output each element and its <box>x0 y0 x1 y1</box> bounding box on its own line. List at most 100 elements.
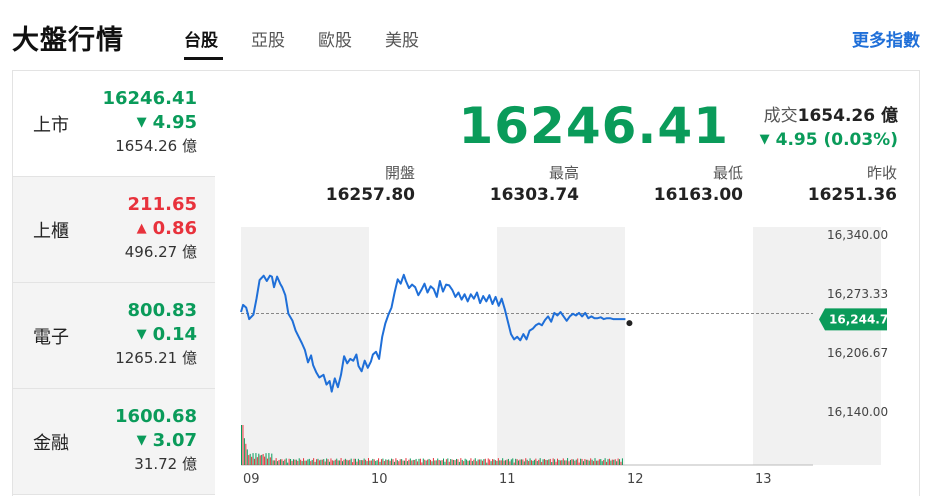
volume-bar <box>614 459 616 465</box>
volume-bar <box>584 459 586 465</box>
volume-bar <box>451 459 453 465</box>
tab-taiwan-stocks[interactable]: 台股 <box>184 31 218 51</box>
volume-bar <box>376 460 378 465</box>
volume-bar <box>330 458 332 465</box>
volume-bar <box>318 460 320 465</box>
volume-bar <box>290 459 292 465</box>
volume-bar <box>453 459 455 465</box>
volume-bar <box>546 460 548 465</box>
stat-low: 最低 16163.00 <box>573 163 743 207</box>
sidebar-item-otc[interactable]: 上櫃 211.65 ▲ 0.86 496.27 億 <box>13 177 215 283</box>
volume-bar <box>357 458 359 465</box>
volume-bar <box>268 453 270 465</box>
volume-bar <box>510 459 512 465</box>
volume-bar <box>620 461 622 465</box>
volume-bar <box>422 458 424 465</box>
volume-bar <box>444 461 446 465</box>
down-triangle-icon: ▼ <box>759 132 770 147</box>
hour-band <box>241 227 369 465</box>
index-stats: 開盤 16257.80 最高 16303.74 最低 16163.00 昨收 1… <box>215 163 921 207</box>
volume-bar <box>255 453 257 465</box>
volume-bar <box>356 461 358 465</box>
volume-bar <box>252 453 254 465</box>
volume-bar <box>617 458 619 465</box>
volume-bar <box>607 459 609 465</box>
active-tab-indicator <box>184 57 223 60</box>
sidebar-item-change: 4.95 <box>152 112 197 133</box>
volume-bar <box>471 461 473 465</box>
volume-bar <box>507 458 509 465</box>
stat-prev-close: 昨收 16251.36 <box>727 163 897 207</box>
sidebar-item-change: 0.86 <box>152 218 197 239</box>
sidebar-item-twse[interactable]: 上市 16246.41 ▼ 4.95 1654.26 億 <box>13 71 215 177</box>
volume-bar <box>519 459 521 465</box>
tab-europe-stocks[interactable]: 歐股 <box>318 31 352 51</box>
volume-bar <box>279 459 281 465</box>
down-triangle-icon: ▼ <box>136 327 147 342</box>
volume-bar <box>324 461 326 465</box>
volume-bar <box>258 453 260 465</box>
volume-bar <box>253 458 255 465</box>
volume-bar <box>611 459 613 465</box>
volume-bar <box>430 459 432 465</box>
volume-bar <box>360 460 362 465</box>
volume-bar <box>506 459 508 465</box>
volume-bar <box>568 461 570 465</box>
volume-bar <box>572 459 574 465</box>
sidebar-item-volume: 496.27 億 <box>124 243 197 261</box>
volume-bar <box>415 458 417 465</box>
volume-bar <box>548 459 550 465</box>
more-indices-link[interactable]: 更多指數 <box>852 31 920 51</box>
volume-bar <box>558 459 560 465</box>
volume-bar <box>601 461 603 465</box>
volume-bar <box>542 459 544 465</box>
stat-value: 16251.36 <box>807 185 897 205</box>
volume-bar <box>562 458 564 465</box>
volume-bar <box>262 453 264 465</box>
volume-bar <box>473 459 475 465</box>
volume-bar <box>261 454 263 465</box>
volume-bar <box>334 459 336 465</box>
volume-bar <box>288 458 290 465</box>
current-index-price: 16246.41 <box>458 97 729 155</box>
tab-asia-stocks[interactable]: 亞股 <box>251 31 285 51</box>
volume-bar <box>391 458 393 465</box>
volume-bar <box>246 449 248 465</box>
volume-bar <box>499 460 501 465</box>
volume-bar <box>443 458 445 465</box>
sidebar-item-change: 0.14 <box>152 324 197 345</box>
volume-bar <box>311 459 313 465</box>
volume-bar <box>538 459 540 465</box>
volume-bar <box>621 458 623 465</box>
volume-bar <box>352 462 354 465</box>
volume-bar <box>383 461 385 465</box>
volume-bar <box>278 460 280 465</box>
stat-label: 開盤 <box>384 164 415 182</box>
current-price-tag <box>819 308 887 331</box>
volume-bar <box>458 461 460 465</box>
volume-bar <box>291 460 293 465</box>
volume-bar <box>277 461 279 465</box>
volume-bar <box>474 458 476 465</box>
hour-band <box>753 227 813 465</box>
intraday-chart[interactable]: 16,340.00 16,273.33 16,206.67 16,140.00 09 10… <box>239 227 921 491</box>
sidebar-item-electronics[interactable]: 電子 800.83 ▼ 0.14 1265.21 億 <box>13 283 215 389</box>
volume-bar <box>523 461 525 465</box>
tab-us-stocks[interactable]: 美股 <box>385 31 419 51</box>
volume-bar <box>317 458 319 465</box>
volume-bar <box>497 458 499 465</box>
volume-bar <box>419 458 421 465</box>
y-tick-label: 16,206.67 <box>827 346 888 360</box>
volume-bar <box>555 461 557 465</box>
volume-bar <box>382 458 384 465</box>
volume-bar <box>529 458 531 465</box>
sidebar-item-finance[interactable]: 金融 1600.68 ▼ 3.07 31.72 億 <box>13 389 215 495</box>
y-tick-label: 16,140.00 <box>827 405 888 419</box>
volume-bar <box>411 460 413 465</box>
volume-bar <box>350 458 352 465</box>
volume-bar <box>408 459 410 465</box>
volume-bar <box>595 460 597 465</box>
volume-bar <box>619 459 621 465</box>
volume-bar <box>448 461 450 465</box>
volume-bar <box>380 459 382 465</box>
